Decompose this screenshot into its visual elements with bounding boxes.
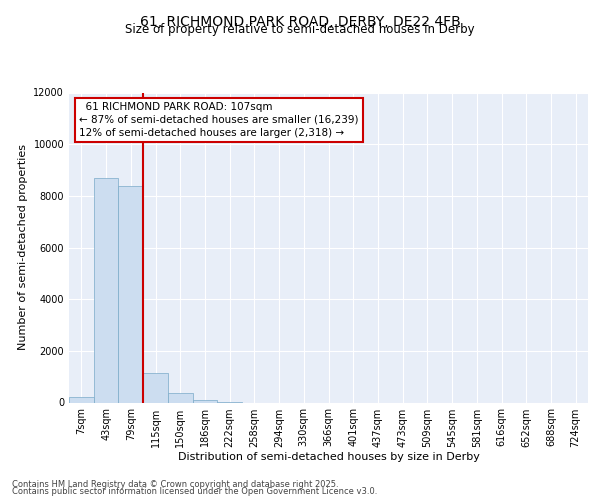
Y-axis label: Number of semi-detached properties: Number of semi-detached properties <box>18 144 28 350</box>
X-axis label: Distribution of semi-detached houses by size in Derby: Distribution of semi-detached houses by … <box>178 452 479 462</box>
Text: 61, RICHMOND PARK ROAD, DERBY, DE22 4FB: 61, RICHMOND PARK ROAD, DERBY, DE22 4FB <box>140 15 460 29</box>
Bar <box>118 186 143 402</box>
Bar <box>143 373 168 402</box>
Text: Contains public sector information licensed under the Open Government Licence v3: Contains public sector information licen… <box>12 487 377 496</box>
Bar <box>193 400 217 402</box>
Text: 61 RICHMOND PARK ROAD: 107sqm
← 87% of semi-detached houses are smaller (16,239): 61 RICHMOND PARK ROAD: 107sqm ← 87% of s… <box>79 102 359 138</box>
Text: Size of property relative to semi-detached houses in Derby: Size of property relative to semi-detach… <box>125 22 475 36</box>
Bar <box>69 398 94 402</box>
Text: Contains HM Land Registry data © Crown copyright and database right 2025.: Contains HM Land Registry data © Crown c… <box>12 480 338 489</box>
Bar <box>168 394 193 402</box>
Bar <box>94 178 118 402</box>
